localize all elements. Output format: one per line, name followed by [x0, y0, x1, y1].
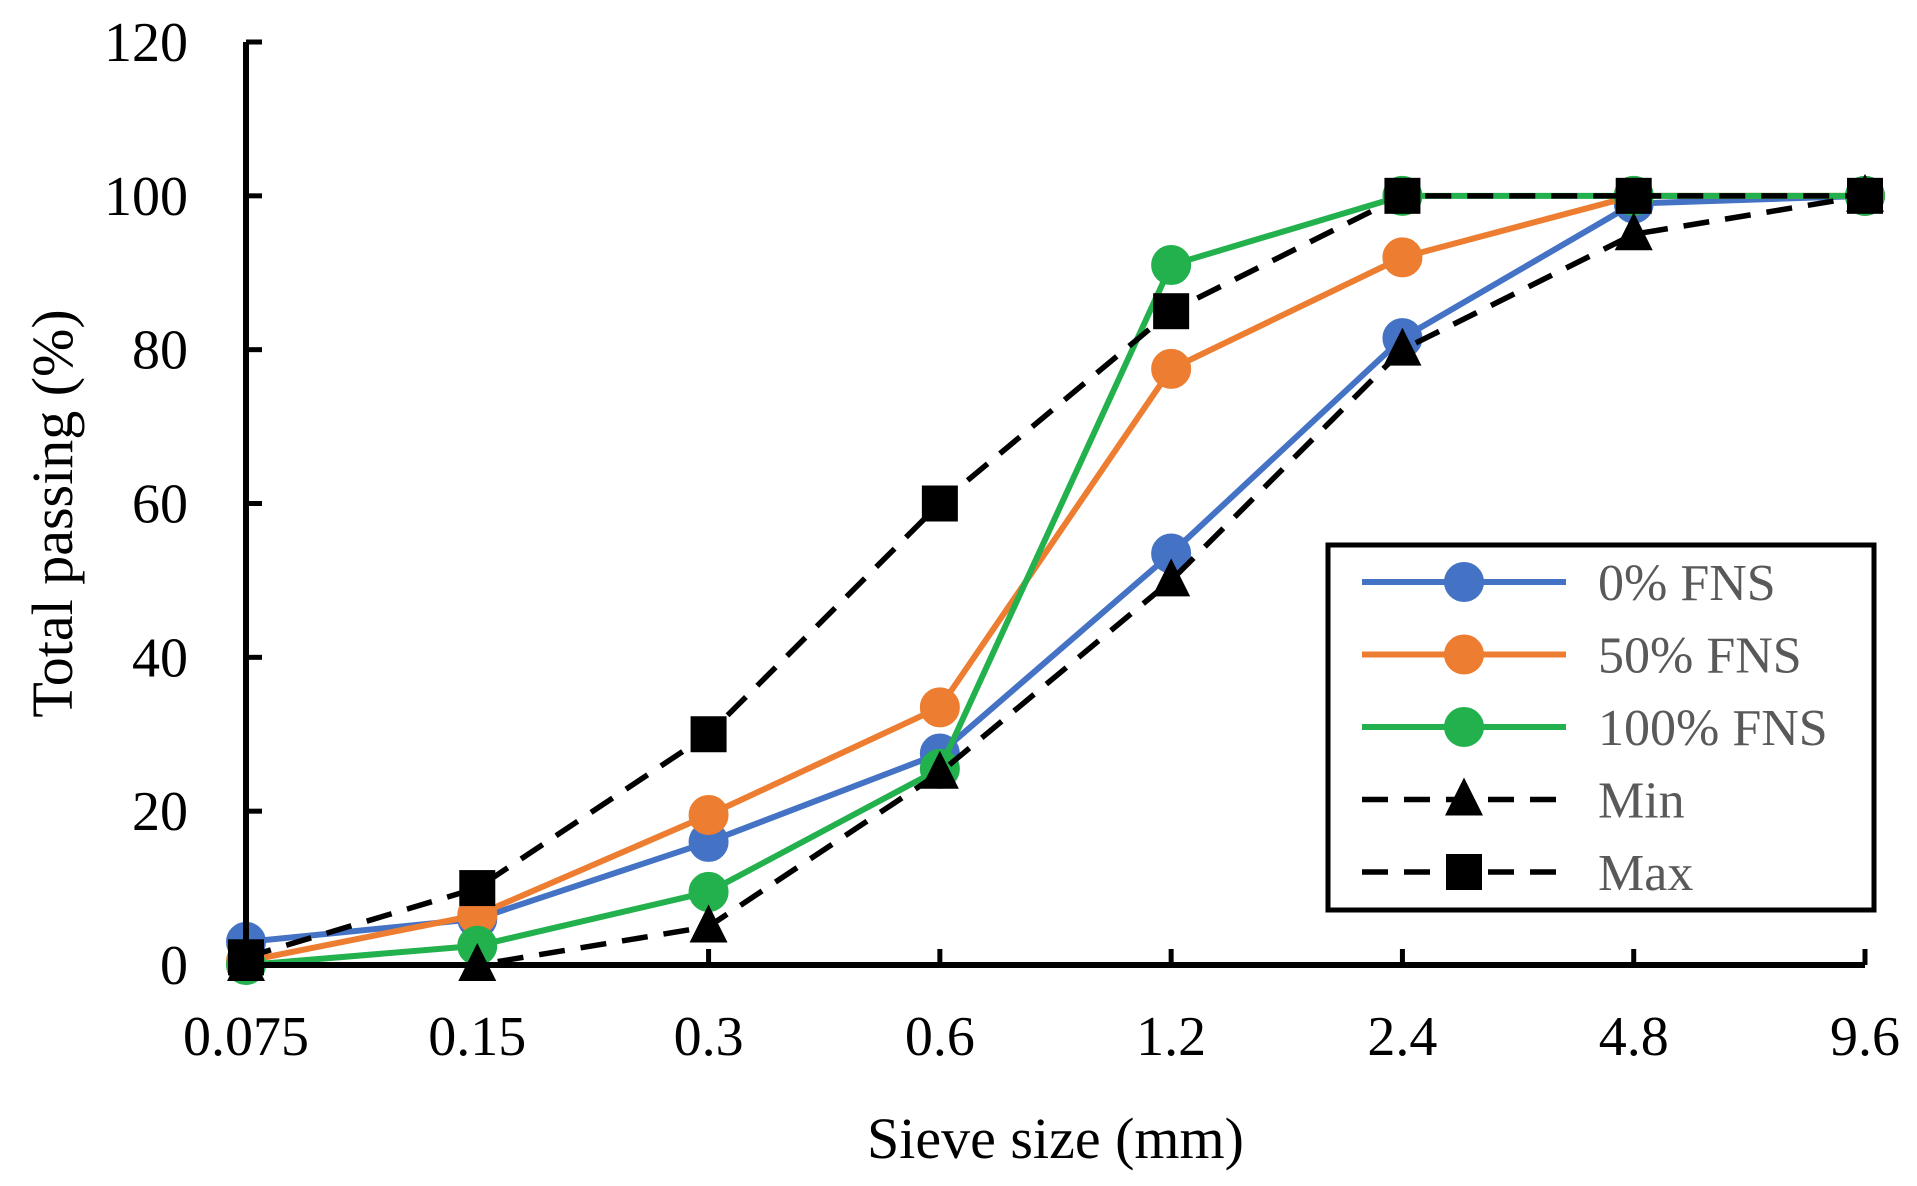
- y-axis-title: Total passing (%): [20, 309, 85, 717]
- data-point-min: [1614, 212, 1653, 251]
- y-tick-label: 0: [160, 935, 188, 997]
- legend-label: 50% FNS: [1598, 628, 1802, 685]
- x-tick-label: 0.3: [674, 1006, 744, 1068]
- series-max: [228, 177, 1883, 976]
- x-tick-label: 0.15: [428, 1006, 526, 1068]
- y-tick-label: 40: [132, 627, 188, 689]
- series-line-min: [246, 193, 1866, 968]
- data-point-max: [459, 870, 496, 907]
- legend-swatch-marker: [1444, 562, 1484, 602]
- data-point-max: [1153, 293, 1190, 330]
- legend-item-50pct-fns: 50% FNS: [1362, 628, 1802, 685]
- x-tick-label: 9.6: [1830, 1006, 1900, 1068]
- data-point-max: [1615, 177, 1652, 214]
- y-tick-label: 100: [104, 166, 188, 228]
- legend-item-0pct-fns: 0% FNS: [1362, 555, 1776, 612]
- legend-swatch-marker: [1444, 707, 1484, 747]
- data-point-100pct-fns: [1151, 245, 1192, 286]
- legend-label: Max: [1598, 845, 1693, 902]
- data-point-50pct-fns: [1151, 348, 1192, 389]
- data-point-max: [1384, 177, 1421, 214]
- legend-label: Min: [1598, 773, 1685, 830]
- x-tick-label: 0.075: [183, 1006, 309, 1068]
- y-tick-label: 120: [104, 12, 188, 74]
- data-point-max: [1847, 177, 1883, 214]
- legend-label: 100% FNS: [1598, 700, 1828, 757]
- x-tick-label: 1.2: [1136, 1006, 1206, 1068]
- axis-layer: 0 20 40 60 80 100 120 0.075 0.15 0.3 0.6 1.2 2.4 4.8 9…: [104, 12, 1900, 1068]
- y-tick-label: 80: [132, 320, 188, 382]
- legend-label: 0% FNS: [1598, 555, 1776, 612]
- series-layer: [226, 173, 1885, 985]
- legend-item-min: Min: [1362, 773, 1685, 830]
- x-tick-label: 0.6: [905, 1006, 975, 1068]
- data-point-min: [1152, 558, 1191, 597]
- legend-swatch-marker: [1444, 634, 1484, 675]
- data-point-max: [690, 716, 727, 753]
- x-axis-title: Sieve size (mm): [867, 1106, 1244, 1171]
- legend: 0% FNS 50% FNS 100% FNS Min Max: [1325, 542, 1877, 913]
- legend-item-100pct-fns: 100% FNS: [1362, 700, 1828, 757]
- data-point-50pct-fns: [688, 795, 729, 836]
- x-tick-label: 4.8: [1599, 1006, 1669, 1068]
- data-point-max: [921, 485, 958, 522]
- x-tick-label: 2.4: [1367, 1006, 1437, 1068]
- data-point-min: [1383, 327, 1422, 366]
- y-tick-label: 20: [132, 781, 188, 843]
- legend-swatch-marker: [1446, 854, 1482, 890]
- data-point-50pct-fns: [919, 687, 960, 728]
- legend-swatch-marker: [1445, 777, 1483, 816]
- data-point-50pct-fns: [1382, 237, 1423, 278]
- series-line-max: [245, 193, 1865, 960]
- data-point-min: [920, 750, 959, 789]
- series-line-0pct-fns: [245, 192, 1866, 945]
- y-tick-label: 60: [132, 474, 188, 536]
- legend-item-max: Max: [1362, 845, 1693, 902]
- series-line-50pct-fns: [245, 192, 1865, 965]
- data-point-min: [689, 904, 728, 943]
